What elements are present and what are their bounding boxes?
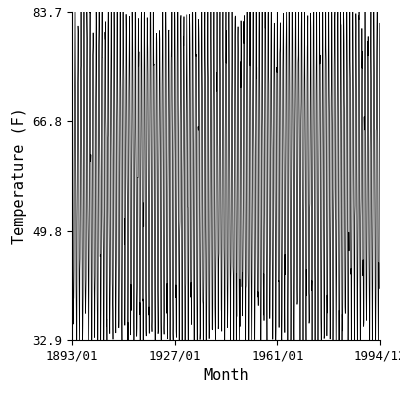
Y-axis label: Temperature (F): Temperature (F) <box>12 108 27 244</box>
X-axis label: Month: Month <box>203 368 249 383</box>
